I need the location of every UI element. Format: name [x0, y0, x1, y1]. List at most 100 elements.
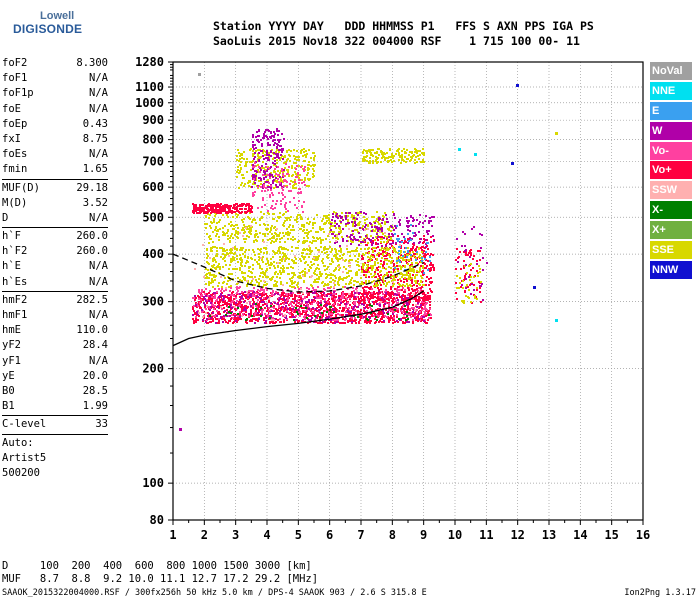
echo-point — [367, 297, 369, 299]
echo-point — [314, 270, 316, 272]
echo-point — [234, 211, 236, 213]
echo-point — [376, 158, 378, 160]
echo-point — [252, 168, 254, 170]
echo-point — [280, 157, 282, 159]
echo-point — [386, 259, 388, 261]
echo-point — [418, 297, 420, 299]
echo-point — [275, 203, 277, 205]
echo-point — [306, 222, 308, 224]
echo-point — [283, 295, 285, 297]
echo-point — [361, 255, 363, 257]
echo-point — [204, 223, 206, 225]
echo-point — [262, 199, 264, 201]
echo-point — [272, 213, 274, 215]
echo-point — [303, 201, 305, 203]
echo-point — [420, 265, 422, 267]
echo-point — [352, 287, 354, 289]
echo-point — [387, 239, 389, 241]
echo-point — [212, 266, 214, 268]
echo-point — [304, 256, 306, 258]
echo-point — [308, 319, 310, 321]
echo-point — [243, 158, 245, 160]
echo-point — [265, 187, 267, 189]
echo-point — [219, 300, 221, 302]
echo-point — [267, 314, 269, 316]
echo-point — [215, 226, 217, 228]
echo-point — [283, 222, 285, 224]
echo-point — [372, 265, 374, 267]
echo-point — [276, 186, 278, 188]
echo-point — [241, 182, 243, 184]
echo-point — [339, 245, 341, 247]
echo-point — [262, 261, 264, 263]
echo-point — [300, 295, 302, 297]
echo-point — [290, 180, 292, 182]
echo-point — [220, 256, 222, 258]
echo-point — [268, 154, 270, 156]
echo-point — [279, 241, 281, 243]
echo-point — [389, 256, 391, 258]
echo-point — [237, 319, 239, 321]
echo-point — [251, 221, 253, 223]
echo-point — [407, 158, 409, 160]
echo-point — [338, 295, 340, 297]
echo-point — [212, 320, 214, 322]
echo-point — [349, 314, 351, 316]
echo-point — [374, 296, 376, 298]
echo-point — [254, 236, 256, 238]
echo-point — [237, 261, 239, 263]
echo-point — [224, 260, 226, 262]
echo-point — [429, 281, 431, 283]
echo-point — [382, 278, 384, 280]
echo-point — [363, 216, 365, 218]
echo-point — [334, 280, 336, 282]
echo-point — [273, 237, 275, 239]
echo-point — [293, 302, 295, 304]
echo-point — [320, 297, 322, 299]
echo-point — [260, 139, 262, 141]
echo-point — [248, 231, 250, 233]
echo-point — [368, 271, 370, 273]
echo-point — [201, 291, 203, 293]
echo-point — [365, 244, 367, 246]
echo-point — [258, 283, 260, 285]
echo-point — [364, 292, 366, 294]
echo-point — [201, 294, 203, 296]
echo-point — [346, 293, 348, 295]
echo-point — [207, 255, 209, 257]
echo-point — [412, 322, 414, 324]
echo-point — [299, 258, 301, 260]
echo-point — [213, 218, 215, 220]
echo-point — [274, 207, 276, 209]
echo-point — [241, 203, 243, 205]
echo-point — [416, 270, 418, 272]
echo-point — [247, 294, 249, 296]
echo-point — [396, 316, 398, 318]
echo-point — [398, 152, 400, 154]
echo-point — [400, 308, 402, 310]
echo-point — [304, 232, 306, 234]
echo-point — [310, 157, 312, 159]
echo-point — [291, 259, 293, 261]
echo-point — [214, 302, 216, 304]
echo-point — [295, 168, 297, 170]
y-tick-label: 80 — [150, 513, 164, 527]
echo-point — [312, 173, 314, 175]
echo-point — [370, 286, 372, 288]
echo-point — [200, 204, 202, 206]
echo-point — [328, 222, 330, 224]
echo-point — [326, 268, 328, 270]
echo-point — [259, 309, 261, 311]
echo-point — [212, 281, 214, 283]
echo-point — [203, 296, 205, 298]
echo-point — [345, 268, 347, 270]
echo-point — [208, 263, 210, 265]
echo-point — [371, 288, 373, 290]
echo-point — [266, 310, 268, 312]
echo-point — [257, 186, 259, 188]
echo-point — [383, 152, 385, 154]
echo-point — [367, 224, 369, 226]
echo-point — [208, 317, 210, 319]
y-tick-label: 100 — [142, 476, 164, 490]
echo-point — [393, 317, 395, 319]
